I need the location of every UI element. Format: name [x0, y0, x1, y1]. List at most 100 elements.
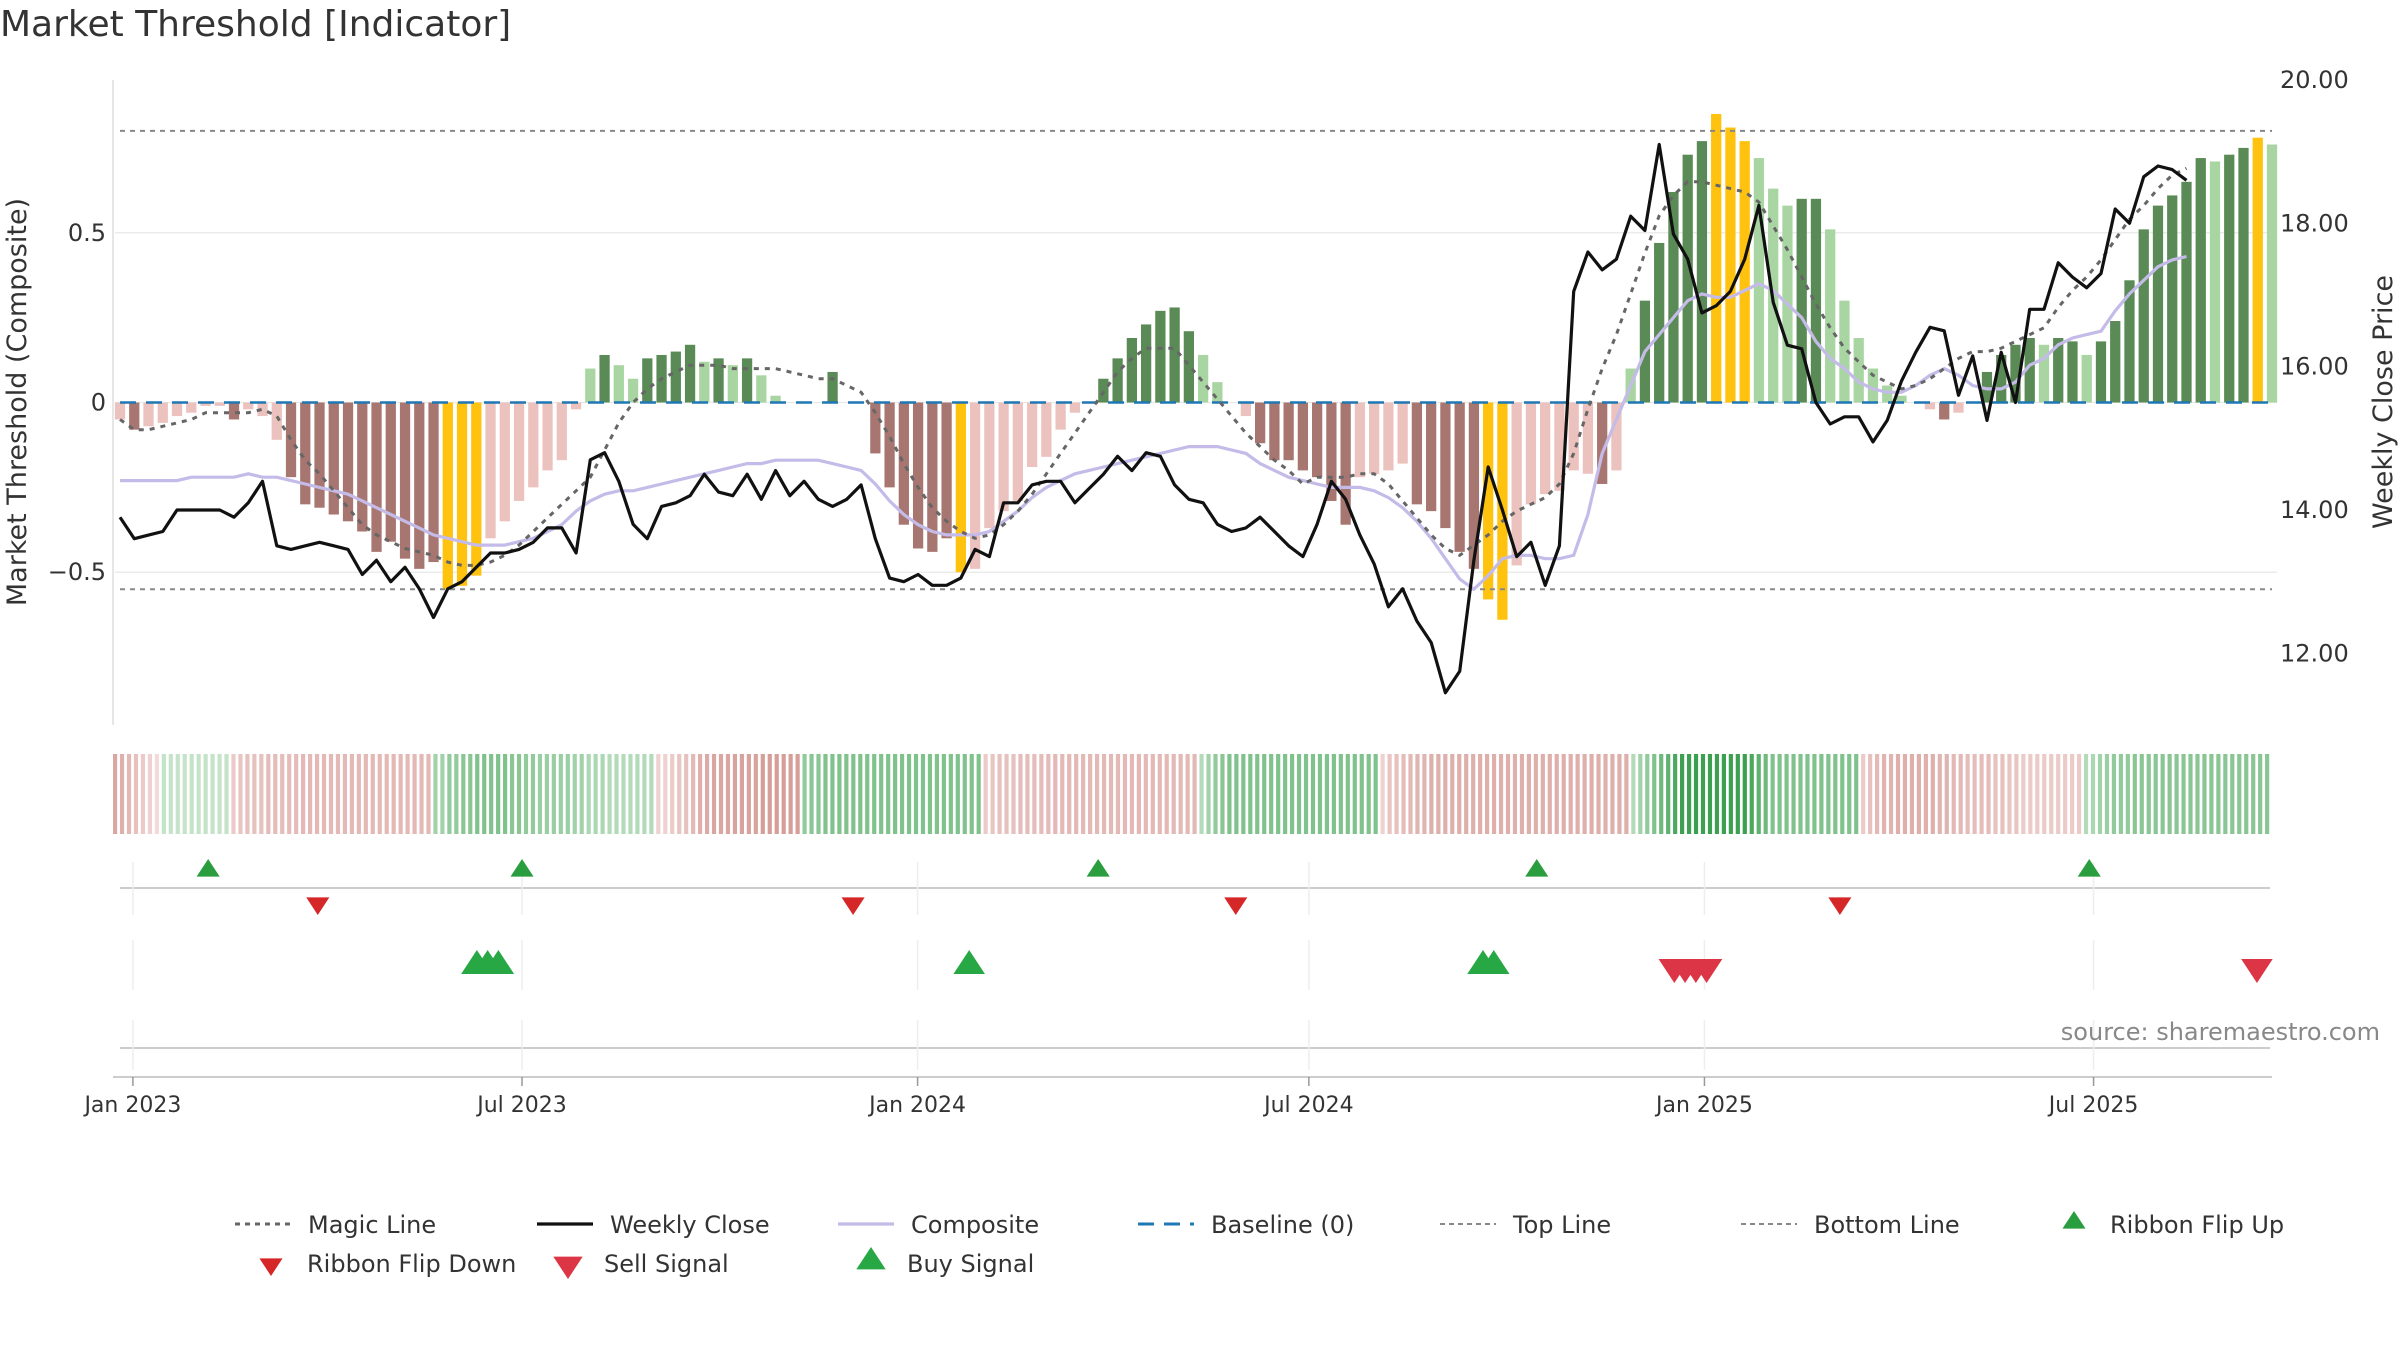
ribbon-cell	[1833, 754, 1838, 834]
ribbon-cell	[579, 754, 584, 834]
composite-bar	[1326, 402, 1337, 501]
composite-bar	[2138, 229, 2149, 403]
ribbon-cell	[1575, 754, 1580, 834]
ribbon-cell	[1401, 754, 1406, 834]
composite-bar	[2252, 137, 2263, 403]
ribbon-cell	[1721, 754, 1726, 834]
ribbon-cell	[1060, 754, 1065, 834]
composite-bar	[1098, 378, 1109, 403]
composite-bar	[684, 344, 696, 403]
ribbon-cell	[2007, 754, 2012, 834]
ribbon-cell	[1129, 754, 1134, 834]
ribbon-cell	[1840, 754, 1845, 834]
composite-bar	[2067, 341, 2078, 403]
ribbon-cell	[537, 754, 543, 834]
ribbon-cell	[238, 754, 243, 834]
ribbon-cell	[301, 754, 306, 834]
composite-bar	[1012, 402, 1023, 501]
composite-bar	[2110, 321, 2121, 403]
composite-bar	[1867, 368, 1879, 403]
composite-bar	[143, 402, 154, 427]
composite-bar	[1739, 141, 1750, 403]
legend-item: Ribbon Flip Up	[2062, 1211, 2284, 1239]
composite-bar	[171, 402, 183, 417]
composite-bar	[1369, 402, 1380, 474]
x-tick-label: Jan 2024	[867, 1093, 966, 1118]
legend-label: Baseline (0)	[1211, 1211, 1354, 1239]
ribbon-cell	[1345, 754, 1350, 834]
ribbon-cell	[356, 754, 361, 834]
ribbon-cell	[725, 754, 731, 834]
ribbon-cell	[1164, 754, 1169, 834]
ribbon-cell	[1526, 754, 1531, 834]
composite-bar	[2266, 144, 2278, 403]
composite-bar	[2010, 344, 2021, 403]
ribbon-cell	[308, 754, 313, 834]
legend-item: Ribbon Flip Down	[259, 1250, 516, 1278]
ribbon-flip-up-marker	[196, 859, 220, 877]
ribbon-cell	[1192, 754, 1197, 834]
ribbon-cell	[718, 754, 724, 834]
ribbon-cell	[920, 754, 926, 834]
ribbon-cell	[976, 754, 981, 834]
ribbon-cell	[1234, 754, 1239, 834]
composite-bar	[713, 358, 724, 403]
ribbon-cell	[1784, 754, 1789, 834]
ribbon-cell	[1457, 754, 1462, 834]
ribbon-cell	[872, 754, 877, 834]
composite-bar	[342, 402, 354, 522]
ribbon-cell	[1283, 754, 1288, 834]
composite-bar	[471, 402, 482, 576]
ribbon-cell	[997, 754, 1002, 834]
composite-bar	[2195, 158, 2206, 403]
composite-bar	[1597, 402, 1608, 484]
ribbon-cell	[635, 754, 640, 834]
ribbon-cell	[1533, 754, 1538, 834]
composite-bar	[898, 402, 909, 525]
ribbon-cell	[433, 754, 438, 834]
composite-bar	[1853, 338, 1864, 403]
x-tick-label: Jan 2023	[82, 1093, 181, 1118]
ribbon-cell	[1422, 754, 1427, 834]
ribbon-cell	[1714, 754, 1720, 834]
legend-label: Magic Line	[308, 1211, 436, 1239]
ribbon-cell	[1366, 754, 1371, 834]
ribbon-cell	[523, 754, 529, 834]
ribbon-flip-down-marker	[306, 897, 330, 915]
ribbon-cell	[1352, 754, 1357, 834]
ribbon-cell	[886, 754, 891, 834]
ribbon-cell	[837, 754, 842, 834]
ribbon-cell	[2216, 754, 2221, 834]
ribbon-cell	[1749, 754, 1754, 834]
ribbon-cell	[893, 754, 898, 834]
composite-bar	[1483, 402, 1494, 600]
ribbon-cell	[1589, 754, 1594, 834]
y-right-tick-label: 18.00	[2280, 209, 2349, 237]
ribbon-cell	[1610, 754, 1615, 834]
legend-label: Ribbon Flip Up	[2110, 1211, 2284, 1239]
ribbon-cell	[475, 754, 480, 834]
ribbon-cell	[565, 754, 570, 834]
composite-bar	[570, 402, 582, 410]
composite-bar	[228, 402, 240, 420]
ribbon-cell	[1986, 754, 1991, 834]
ribbon-cell	[1310, 754, 1316, 834]
composite-bar	[186, 402, 197, 413]
composite-bar	[1468, 402, 1480, 569]
ribbon-cell	[802, 754, 807, 834]
composite-bar	[200, 402, 211, 406]
ribbon-cell	[419, 754, 424, 834]
ribbon-cell	[447, 754, 452, 834]
ribbon-cell	[2063, 754, 2068, 834]
composite-bar	[670, 351, 681, 403]
composite-bar	[642, 358, 653, 403]
ribbon-cell	[2042, 754, 2047, 834]
legend-label: Composite	[911, 1211, 1039, 1239]
ribbon-cell	[1742, 754, 1747, 834]
ribbon-cell	[461, 754, 466, 834]
ribbon-cell	[1122, 754, 1128, 834]
legend-label: Ribbon Flip Down	[307, 1250, 516, 1278]
composite-bar	[1340, 402, 1351, 525]
ribbon-cell	[182, 754, 187, 834]
composite-bar	[1511, 402, 1522, 566]
